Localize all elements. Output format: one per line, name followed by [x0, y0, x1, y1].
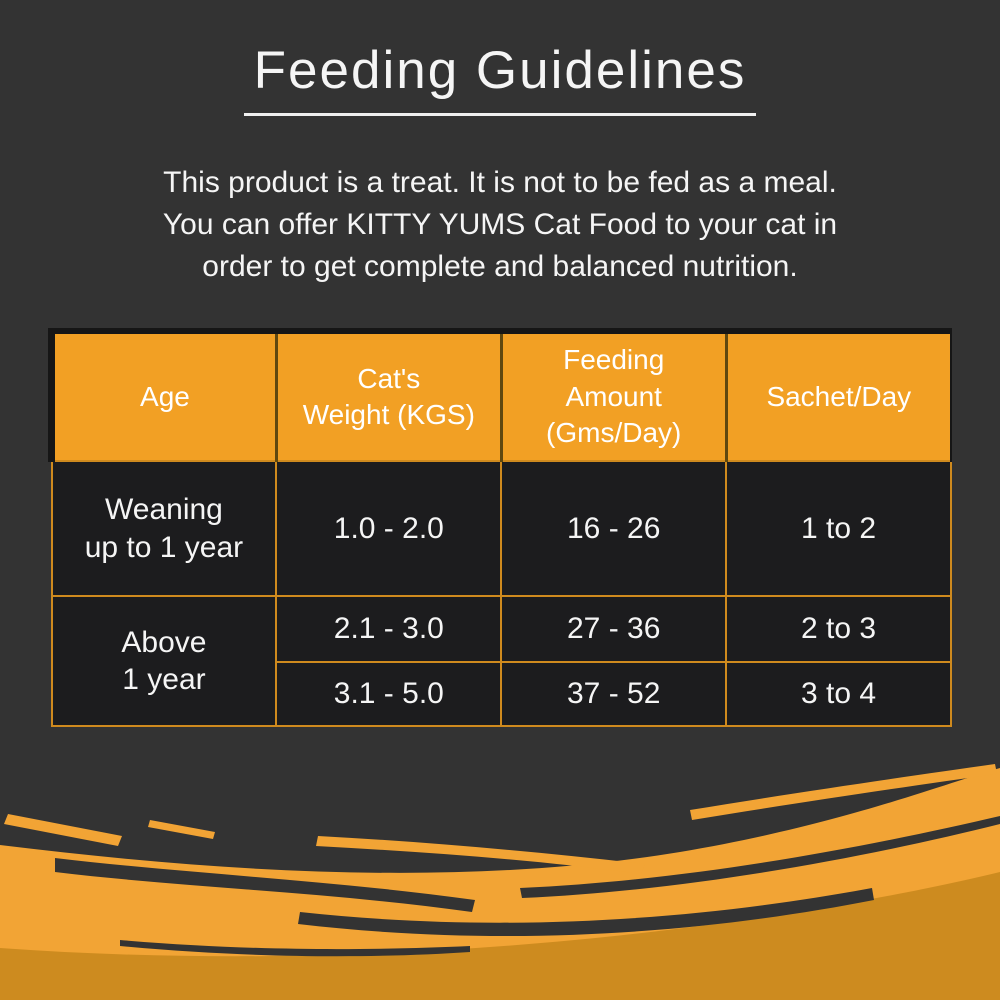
table-header-row: Age Cat's Weight (KGS) Feeding Amount (G…: [48, 328, 952, 461]
brush-stroke-swoosh: [0, 764, 1000, 1000]
table-row: Weaning up to 1 year 1.0 - 2.0 16 - 26 1…: [50, 460, 952, 597]
brush-streak-orange: [316, 836, 645, 874]
cell-age: Weaning up to 1 year: [50, 460, 278, 597]
cell-amount: 27 - 36: [500, 595, 728, 663]
cell-sachet: 2 to 3: [725, 595, 952, 663]
col-header-sachet: Sachet/Day: [724, 328, 952, 461]
cell-weight: 2.1 - 3.0: [275, 595, 503, 663]
table-row: 3.1 - 5.0 37 - 52 3 to 4: [52, 661, 952, 727]
cell-amount: 37 - 52: [500, 661, 728, 727]
col-header-weight: Cat's Weight (KGS): [274, 328, 503, 461]
feeding-table: Age Cat's Weight (KGS) Feeding Amount (G…: [48, 328, 952, 727]
cell-age: Above 1 year: [50, 595, 278, 727]
title-wrap: Feeding Guidelines: [0, 40, 1000, 116]
intro-text: This product is a treat. It is not to be…: [162, 166, 838, 283]
cell-sachet: 3 to 4: [725, 661, 952, 727]
brush-streak-gray: [298, 888, 874, 937]
brush-streak-orange: [690, 764, 997, 820]
cell-amount: 16 - 26: [500, 460, 728, 597]
page-title: Feeding Guidelines: [243, 40, 757, 116]
brush-streak-gray: [520, 816, 1000, 898]
feeding-table-container: Age Cat's Weight (KGS) Feeding Amount (G…: [48, 328, 952, 727]
brush-streak-orange: [148, 820, 215, 839]
cell-sachet: 1 to 2: [725, 460, 952, 597]
brush-streak-orange: [4, 814, 122, 846]
table-row: Above 1 year 2.1 - 3.0 27 - 36 2 to 3: [50, 595, 952, 727]
col-header-age: Age: [48, 328, 278, 461]
cell-weight: 3.1 - 5.0: [275, 661, 503, 727]
col-header-feeding-amount: Feeding Amount (Gms/Day): [499, 328, 728, 461]
cell-weight: 1.0 - 2.0: [275, 460, 503, 597]
brush-streak-gray: [55, 858, 475, 912]
brush-streak-gray: [120, 940, 470, 957]
